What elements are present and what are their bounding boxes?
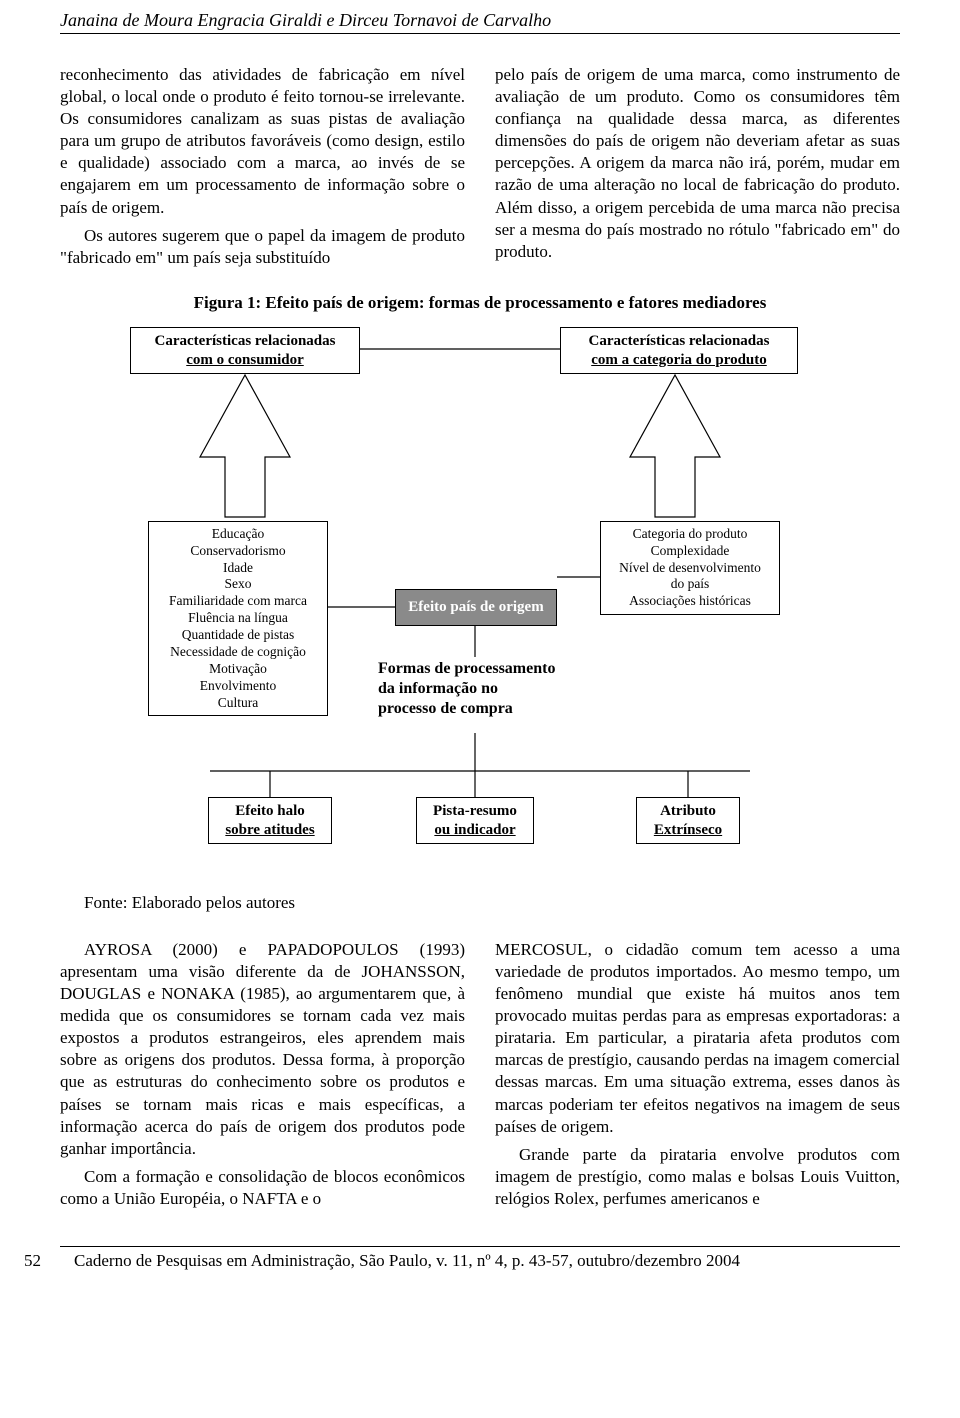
b1-l1: Efeito halo: [235, 803, 305, 819]
rl-0: Categoria do produto: [607, 526, 773, 543]
b2-l1: Pista-resumo: [433, 803, 517, 819]
ll-7: Necessidade de cognição: [155, 644, 321, 661]
b3-l1: Atributo: [660, 803, 716, 819]
center-label: Efeito país de origem: [408, 599, 543, 615]
figure-source: Fonte: Elaborado pelos autores: [84, 893, 900, 913]
box-extrinsic-attribute: Atributo Extrínseco: [636, 797, 740, 845]
bottom-right-p1: MERCOSUL, o cidadão comum tem acesso a u…: [495, 939, 900, 1138]
box-consumer-characteristics: Características relacionadas com o consu…: [130, 327, 360, 375]
bottom-right-p2: Grande parte da pirataria envolve produt…: [495, 1144, 900, 1210]
rl-3: do país: [607, 576, 773, 593]
box-summary-cue: Pista-resumo ou indicador: [416, 797, 534, 845]
b2-l2: ou indicador: [434, 822, 515, 838]
ll-8: Motivação: [155, 661, 321, 678]
box-consumer-l1: Características relacionadas: [155, 333, 336, 349]
footer: 52 Caderno de Pesquisas em Administração…: [60, 1246, 900, 1271]
page-number: 52: [24, 1251, 54, 1271]
bc-l2: da informação no: [378, 680, 498, 697]
bc-l3: processo de compra: [378, 700, 513, 717]
ll-4: Familiaridade com marca: [155, 593, 321, 610]
top-left-p2: Os autores sugerem que o papel da imagem…: [60, 225, 465, 269]
bottom-text-columns: AYROSA (2000) e PAPADOPOULOS (1993) apre…: [60, 939, 900, 1216]
ll-9: Envolvimento: [155, 678, 321, 695]
box-prodcat-l2: com a categoria do produto: [591, 352, 767, 368]
ll-1: Conservadorismo: [155, 543, 321, 560]
box-halo-effect: Efeito halo sobre atitudes: [208, 797, 332, 845]
figure-diagram: Características relacionadas com o consu…: [60, 327, 900, 887]
bc-l1: Formas de processamento: [378, 660, 555, 677]
b1-l2: sobre atitudes: [225, 822, 314, 838]
ll-3: Sexo: [155, 576, 321, 593]
rl-4: Associações históricas: [607, 593, 773, 610]
ll-2: Idade: [155, 560, 321, 577]
top-right-col: pelo país de origem de uma marca, como i…: [495, 64, 900, 275]
bottom-left-p1: AYROSA (2000) e PAPADOPOULOS (1993) apre…: [60, 939, 465, 1160]
footer-citation: Caderno de Pesquisas em Administração, S…: [74, 1251, 740, 1271]
top-right-p1: pelo país de origem de uma marca, como i…: [495, 64, 900, 263]
box-consumer-factors-list: Educação Conservadorismo Idade Sexo Fami…: [148, 521, 328, 717]
box-product-factors-list: Categoria do produto Complexidade Nível …: [600, 521, 780, 615]
b3-l2: Extrínseco: [654, 822, 722, 838]
ll-10: Cultura: [155, 695, 321, 712]
figure-caption: Figura 1: Efeito país de origem: formas …: [60, 293, 900, 313]
box-prodcat-l1: Características relacionadas: [589, 333, 770, 349]
box-consumer-l2: com o consumidor: [186, 352, 304, 368]
page: Janaina de Moura Engracia Giraldi e Dirc…: [0, 0, 960, 1291]
below-center-text: Formas de processamento da informação no…: [378, 659, 598, 719]
ll-6: Quantidade de pistas: [155, 627, 321, 644]
bottom-left-p2: Com a formação e consolidação de blocos …: [60, 1166, 465, 1210]
box-product-category-characteristics: Características relacionadas com a categ…: [560, 327, 798, 375]
box-country-of-origin-effect: Efeito país de origem: [395, 589, 557, 626]
ll-0: Educação: [155, 526, 321, 543]
bottom-left-col: AYROSA (2000) e PAPADOPOULOS (1993) apre…: [60, 939, 465, 1216]
ll-5: Fluência na língua: [155, 610, 321, 627]
rl-2: Nível de desenvolvimento: [607, 560, 773, 577]
bottom-right-col: MERCOSUL, o cidadão comum tem acesso a u…: [495, 939, 900, 1216]
top-text-columns: reconhecimento das atividades de fabrica…: [60, 64, 900, 275]
header-author-line: Janaina de Moura Engracia Giraldi e Dirc…: [60, 10, 900, 34]
header-authors: Janaina de Moura Engracia Giraldi e Dirc…: [60, 10, 551, 30]
top-left-col: reconhecimento das atividades de fabrica…: [60, 64, 465, 275]
top-left-p1: reconhecimento das atividades de fabrica…: [60, 64, 465, 219]
rl-1: Complexidade: [607, 543, 773, 560]
